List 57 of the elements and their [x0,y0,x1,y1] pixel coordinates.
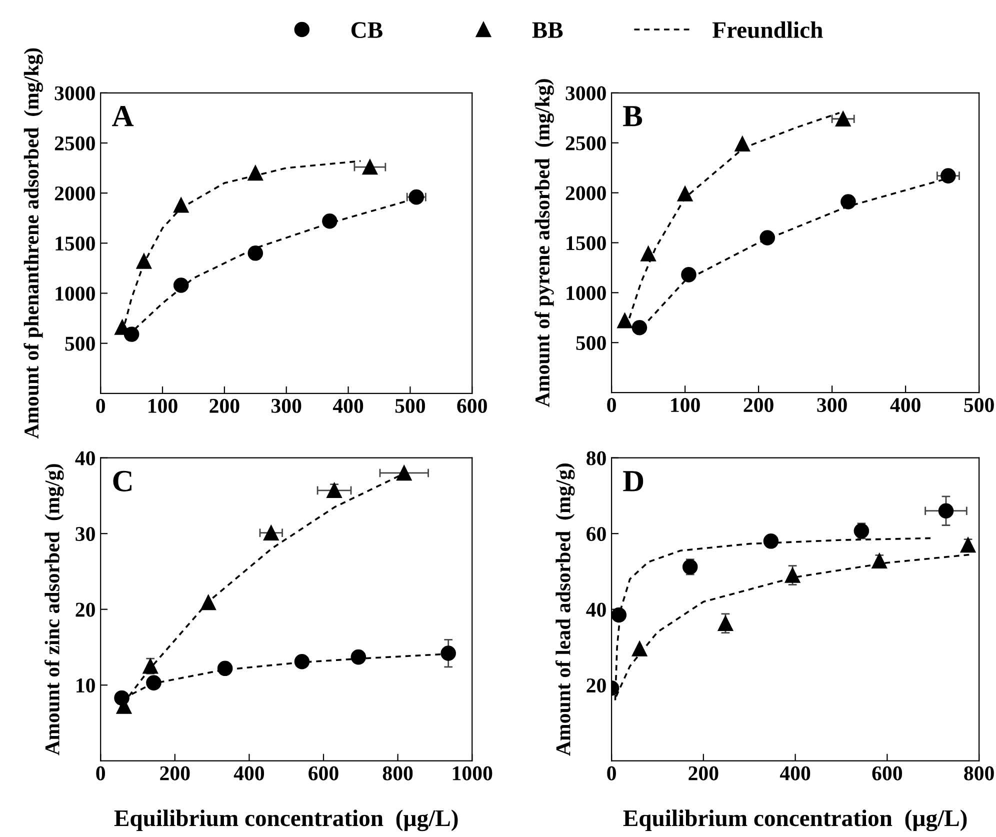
y-axis-title: Amount of lead adsorbed (mg/g) [555,464,575,756]
x-tick-label: 100 [671,398,700,412]
x-tick-label: 0 [607,766,616,780]
x-tick-label: 100 [148,398,178,413]
y-tick-label: 2500 [54,136,95,150]
x-tick-label: 0 [607,398,616,412]
x-tick-label: 300 [817,398,847,412]
x-tick-label: 0 [96,398,106,413]
x-tick-label: 400 [234,766,264,780]
y-axis-title: Amount of phenanthrene adsorbed (mg/kg) [24,48,43,439]
x-tick-label: 600 [457,398,487,413]
x-tick-label: 800 [964,766,994,780]
y-tick-label: 500 [576,336,606,350]
y-tick-label: 1000 [56,286,95,301]
legend-label: BB [532,22,563,38]
y-axis-title: Amount of zinc adsorbed (mg/g) [44,464,64,756]
x-tick-label: 500 [964,398,994,412]
x-tick-label: 500 [395,398,426,413]
y-axis-title: Amount of pyrene adsorbed (mg/kg) [534,79,554,407]
y-tick-label: 80 [586,451,606,466]
x-tick-label: 300 [272,398,302,413]
x-tick-label: 1000 [452,766,492,780]
y-tick-label: 1500 [56,236,95,251]
y-tick-label: 40 [75,451,95,466]
y-tick-label: 20 [586,678,606,693]
y-tick-label: 3000 [566,86,606,100]
chart-title: C [113,470,132,492]
y-tick-label: 2000 [54,186,95,200]
x-tick-label: 200 [688,766,718,780]
x-tick-label: 600 [308,766,338,780]
legend-label: Freundlich [712,21,823,38]
chart-title: B [623,106,642,126]
chart-title: A [112,106,134,126]
y-tick-label: 3000 [54,86,95,100]
y-tick-label: 1000 [566,286,606,300]
x-tick-label: 0 [96,766,106,780]
y-tick-label: 2500 [566,136,606,150]
x-tick-label: 400 [332,398,364,413]
x-tick-label: 200 [210,398,240,413]
x-axis-title: Equilibrium concentration (µg/L) [623,810,967,832]
x-tick-label: 400 [780,766,810,780]
y-tick-label: 10 [76,678,95,693]
x-tick-label: 200 [160,766,190,780]
y-tick-label: 30 [76,526,95,542]
legend-label: CB [351,22,382,38]
x-tick-label: 200 [744,398,774,412]
x-tick-label: 600 [872,766,902,780]
y-tick-label: 1500 [566,236,606,250]
x-axis-title: Equilibrium concentration (µg/L) [114,810,458,832]
x-tick-label: 400 [890,398,920,412]
x-tick-label: 800 [382,766,413,780]
y-tick-label: 20 [76,602,95,617]
chart-title: D [623,471,644,492]
y-tick-label: 500 [65,336,95,351]
y-tick-label: 40 [586,602,606,617]
y-tick-label: 2000 [566,186,606,200]
y-tick-label: 60 [586,526,606,542]
